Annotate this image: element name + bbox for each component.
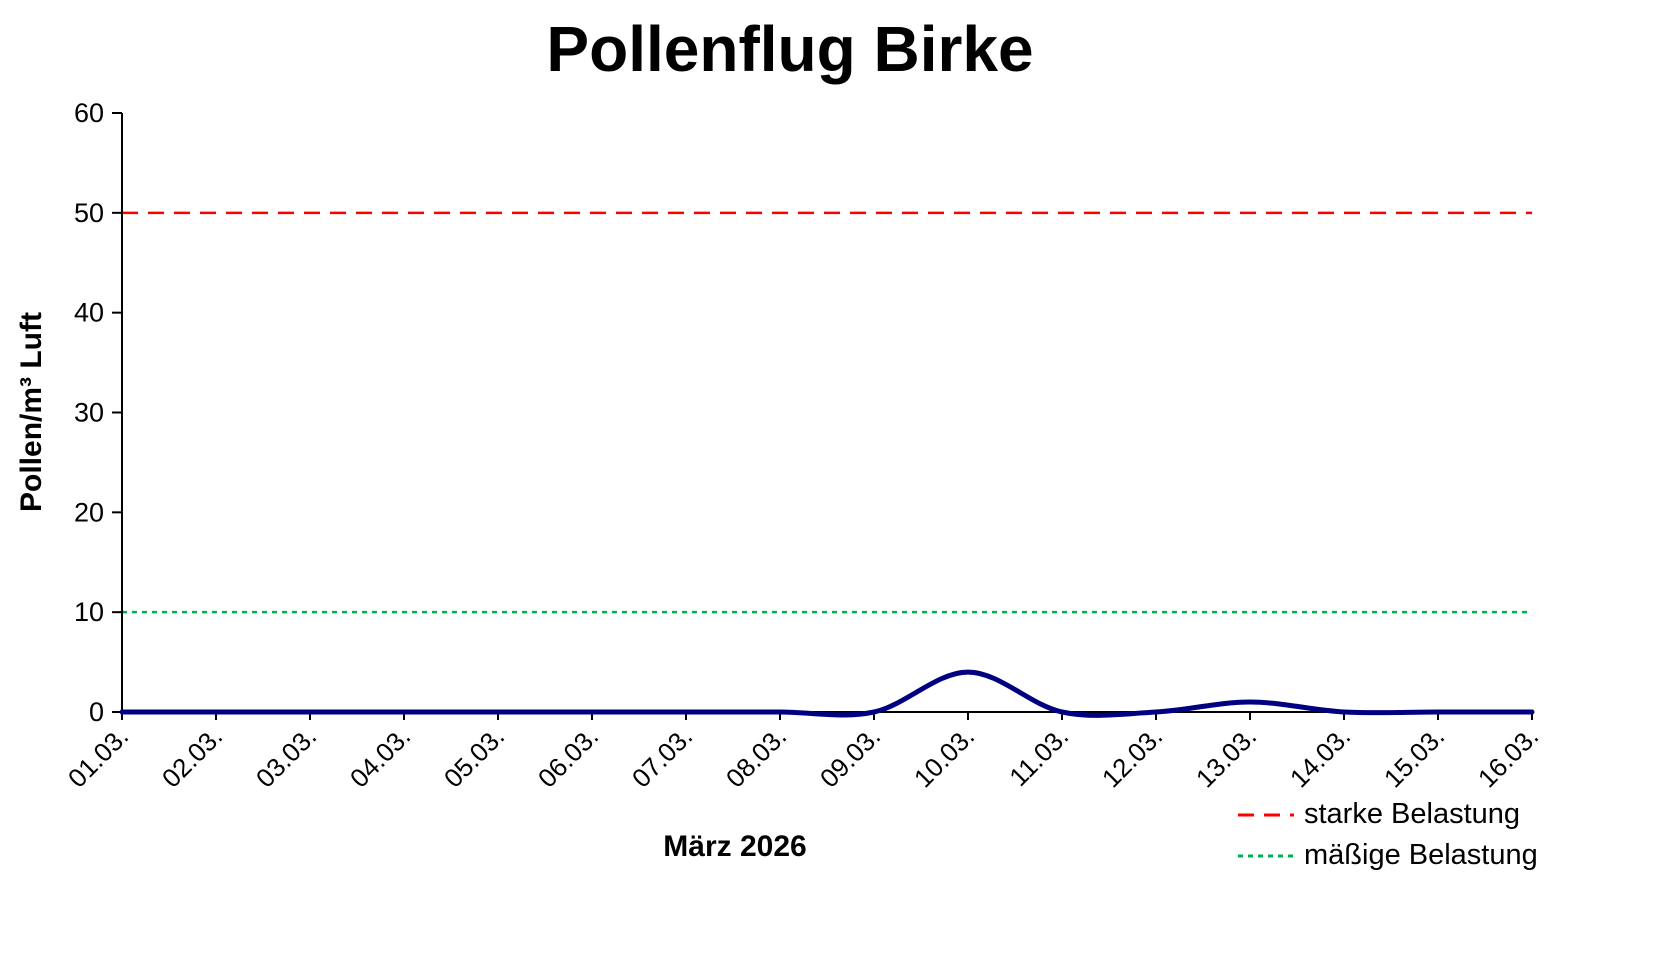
legend-label-starke-belastung: starke Belastung [1304,798,1521,830]
y-tick-label: 50 [74,198,104,228]
x-tick-label: 08.03. [720,721,792,793]
y-tick-label: 40 [74,298,104,328]
x-tick-label: 04.03. [344,721,416,793]
y-tick-label: 30 [74,398,104,428]
legend: starke Belastung mäßige Belastung [1238,798,1538,872]
x-tick-label: 13.03. [1190,721,1262,793]
legend-item-maessige-belastung: mäßige Belastung [1238,839,1538,872]
y-tick-label: 0 [89,697,104,727]
starke-belastung-dashed-line-icon [1238,813,1294,816]
x-tick-label: 05.03. [438,721,510,793]
x-axis-title: März 2026 [663,830,807,863]
pollen-series-line [119,669,1535,718]
x-tick-label: 15.03. [1378,721,1450,793]
x-tick-label: 11.03. [1003,721,1074,792]
y-tick-label: 20 [74,497,104,527]
x-tick-label: 02.03. [156,721,228,793]
x-tick-label: 07.03. [626,721,698,793]
x-tick-label: 14.03. [1284,721,1356,793]
x-tick-label: 03.03. [250,721,322,793]
x-tick-label: 10.03. [908,721,980,793]
x-tick-label: 09.03. [814,721,886,793]
legend-item-starke-belastung: starke Belastung [1238,798,1538,831]
maessige-belastung-dashed-line-icon [1238,854,1294,857]
chart-title: Pollenflug Birke [546,13,1034,85]
y-tick-label: 60 [74,98,104,128]
x-tick-label: 12.03. [1096,721,1168,793]
x-tick-label: 06.03. [532,721,604,793]
y-tick-label: 10 [74,597,104,627]
x-tick-label: 01.03. [62,721,134,793]
legend-label-maessige-belastung: mäßige Belastung [1304,839,1538,871]
x-tick-label: 16.03. [1472,721,1544,793]
